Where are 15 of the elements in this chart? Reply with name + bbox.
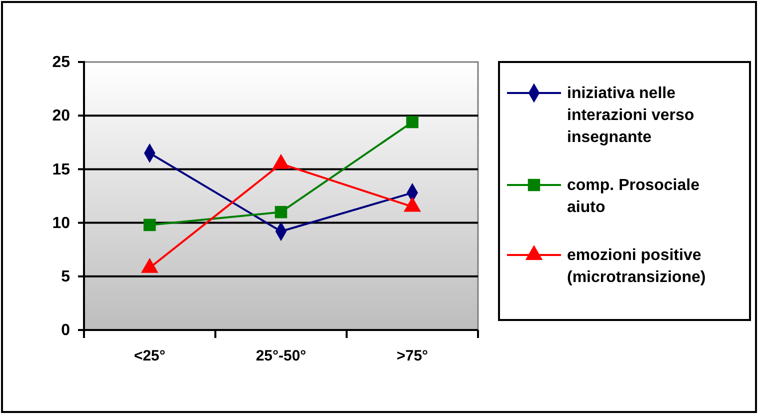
x-tick-label: <25° [134,348,166,365]
legend-label: comp. Prosociale aiuto [567,177,700,216]
point [144,218,156,232]
legend-label: iniziativa nelle interazioni verso insegnante [567,85,694,146]
point [406,116,418,128]
y-tick-label: 25 [52,54,70,72]
y-tick-label: 20 [52,108,70,125]
legend-label: emozioni positive (microtransizione) [567,247,706,286]
y-tick-label: 10 [52,214,70,232]
y-tick-label: 5 [61,268,70,286]
y-tick-label: 0 [61,322,70,340]
x-tick-label: >75° [396,348,428,365]
y-tick-label: 15 [52,161,70,178]
x-tick-label: 25°-50° [256,348,306,365]
point [274,206,288,218]
